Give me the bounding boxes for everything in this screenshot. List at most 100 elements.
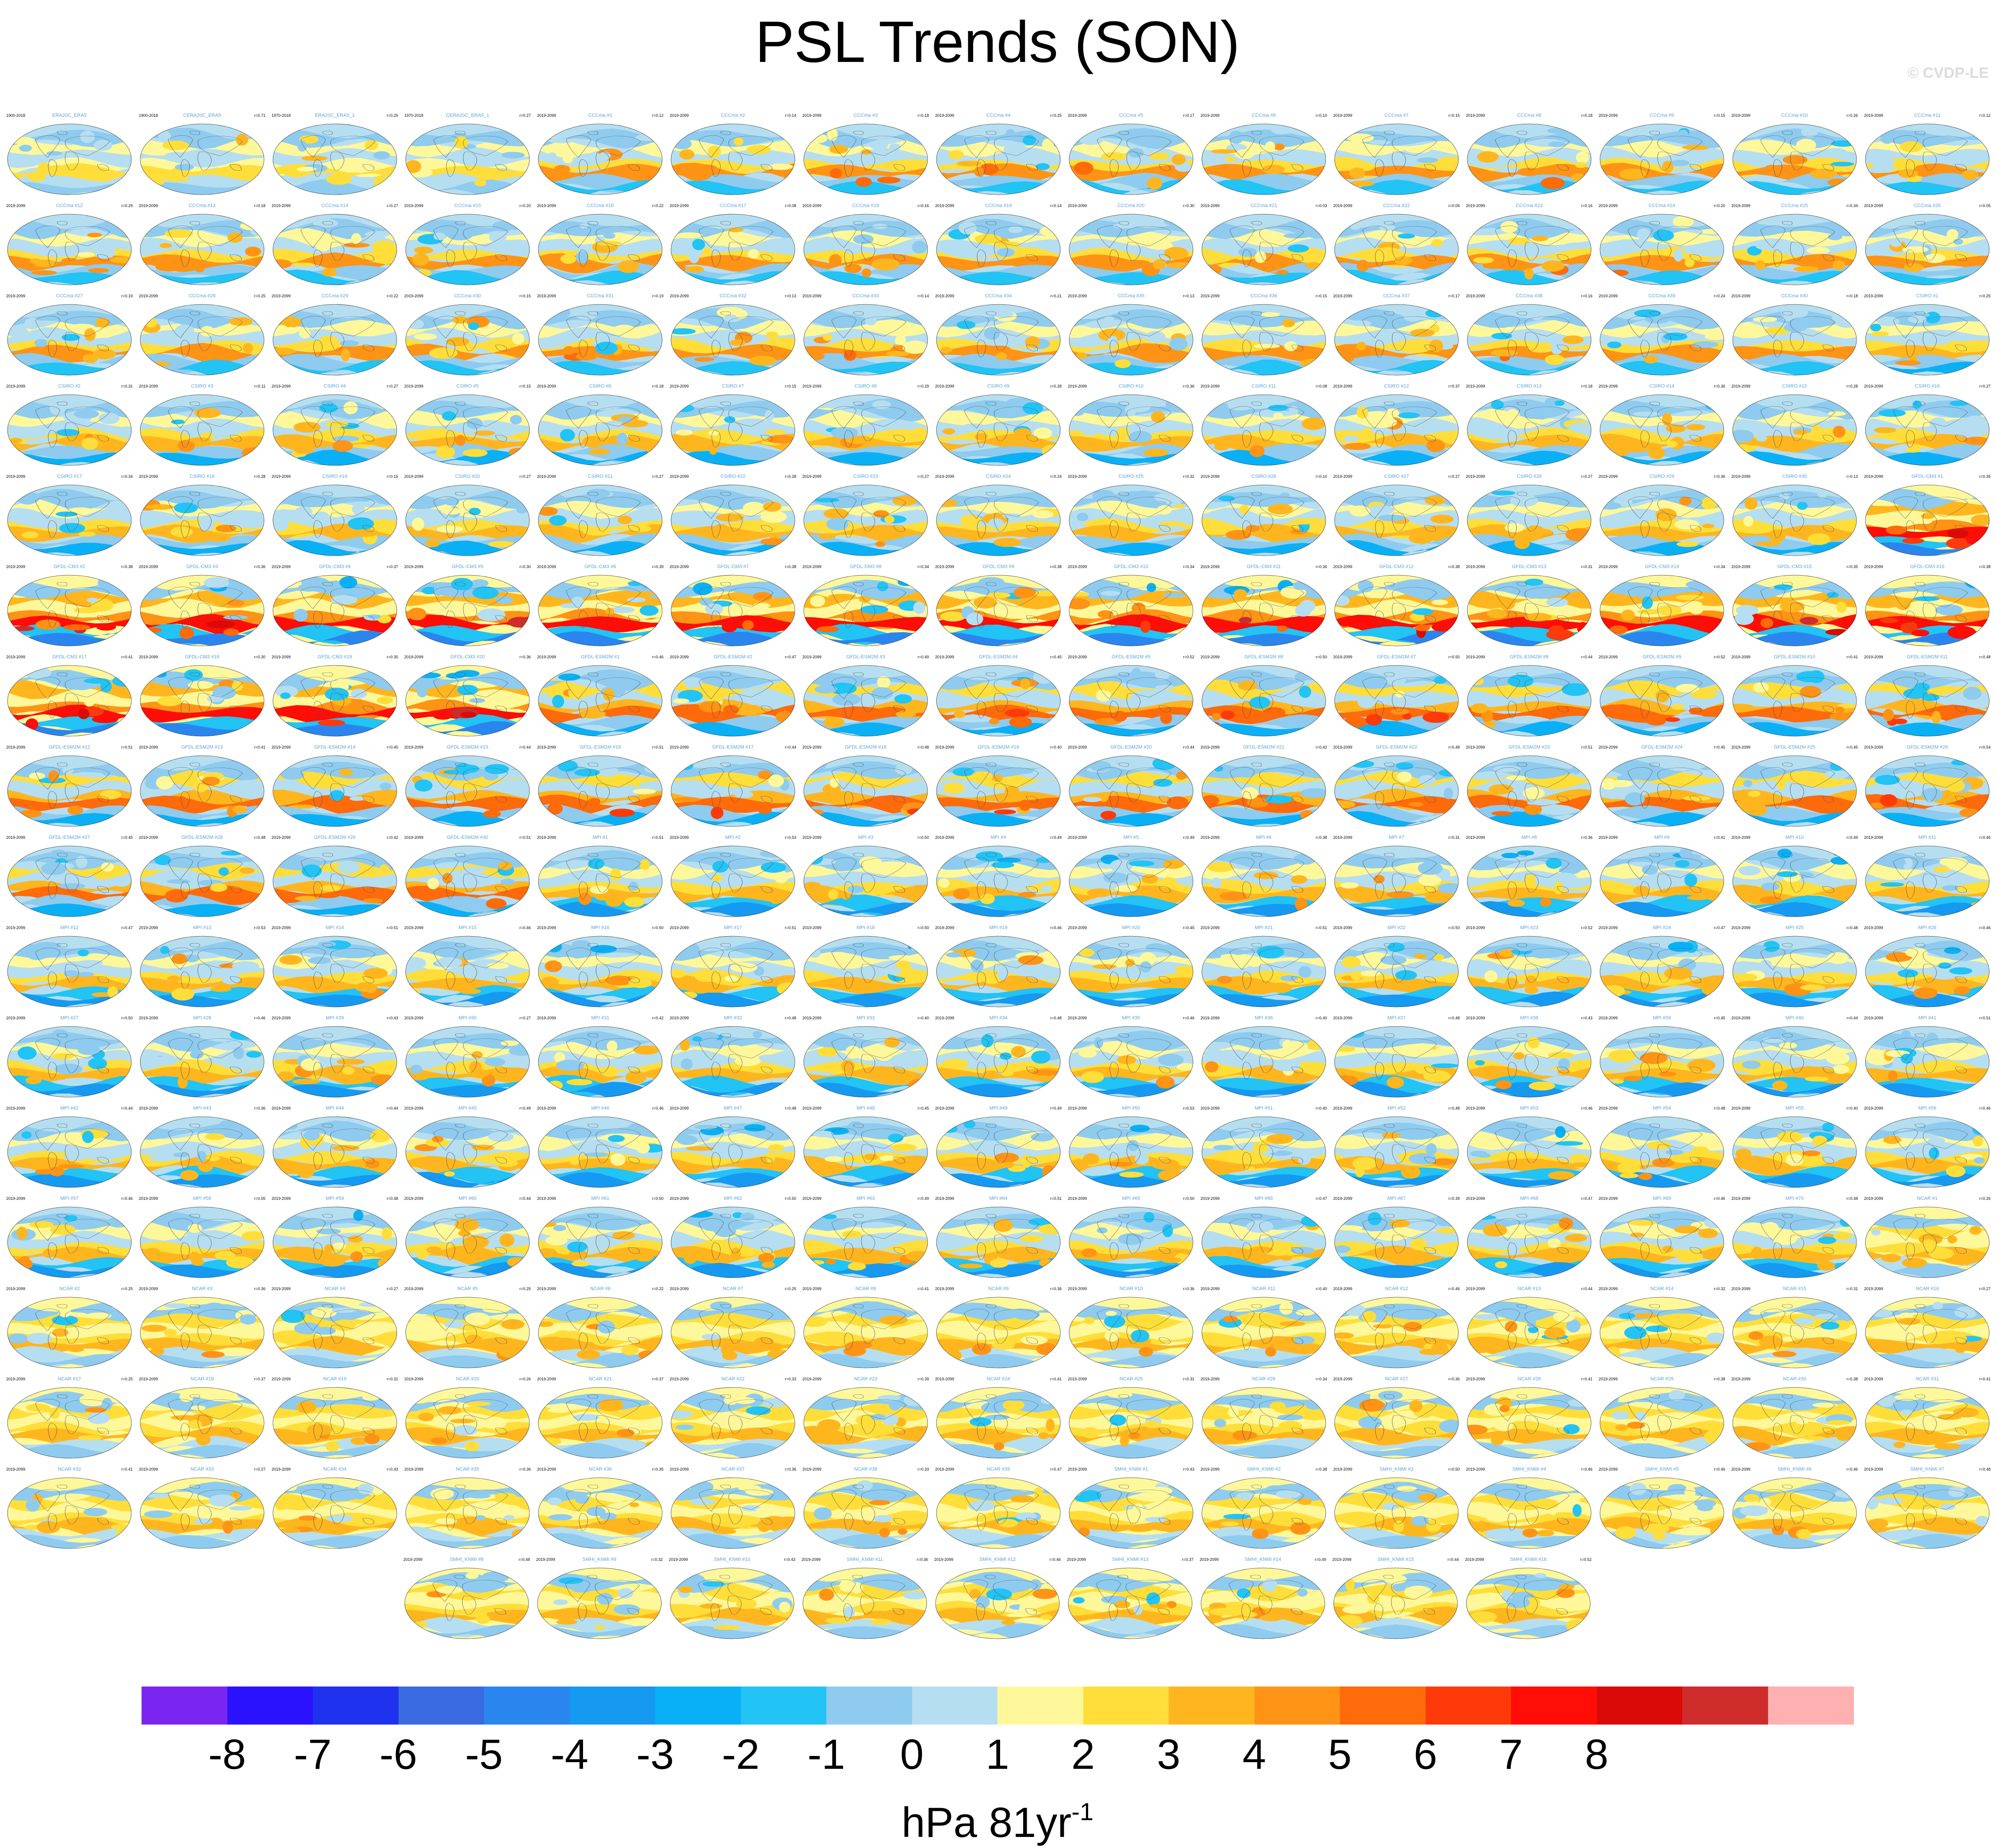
continent-outline xyxy=(197,407,243,427)
trend-blob xyxy=(1349,505,1370,517)
continent-outline xyxy=(994,587,1039,607)
trend-blob xyxy=(318,335,339,347)
panel-title: MPI #44 xyxy=(326,1106,344,1111)
trend-map xyxy=(1069,845,1193,917)
trend-band xyxy=(1600,255,1724,272)
panel-pattern-correlation: r=0.10 xyxy=(1316,113,1327,118)
trend-blob xyxy=(1166,262,1193,269)
trend-map xyxy=(1600,394,1724,466)
trend-blob xyxy=(1273,412,1284,419)
trend-blob xyxy=(1298,966,1312,978)
continent-outline xyxy=(1126,136,1172,156)
trend-blob xyxy=(1343,442,1371,450)
panel-title: CSIRO #30 xyxy=(1782,474,1807,479)
trend-blob xyxy=(1431,622,1453,632)
trend-blob xyxy=(884,515,895,523)
trend-blob xyxy=(804,882,821,890)
continent-outline xyxy=(1649,582,1660,586)
trend-blob xyxy=(429,347,458,359)
trend-band xyxy=(1865,255,1989,272)
trend-map xyxy=(1865,1116,1990,1188)
panel-pattern-correlation: r=0.44 xyxy=(1846,1016,1858,1020)
trend-blob xyxy=(1621,609,1635,621)
panel-pattern-correlation: r=0.48 xyxy=(1448,1106,1460,1110)
map-border xyxy=(936,575,1061,646)
trend-map xyxy=(671,575,795,646)
trend-band xyxy=(406,489,529,510)
panel-title: MPI #34 xyxy=(989,1015,1008,1021)
map-panel: 2019-2099 GFDL-ESM2M #12 r=0.51 xyxy=(5,745,134,829)
trend-blob xyxy=(1083,1153,1100,1165)
continent-outline xyxy=(1126,226,1172,246)
trend-band xyxy=(1335,355,1458,372)
panel-pattern-correlation: r=0.27 xyxy=(1448,474,1460,479)
trend-blob xyxy=(1300,810,1314,820)
trend-map xyxy=(1732,484,1857,556)
map-border xyxy=(272,214,397,285)
panel-pattern-correlation: r=0.48 xyxy=(1979,655,1991,659)
trend-blob xyxy=(184,669,203,681)
map-border xyxy=(7,214,132,285)
trend-blob xyxy=(492,221,514,232)
continent-outline xyxy=(1392,512,1406,532)
trend-map xyxy=(140,755,265,827)
map-panel: 2019-2099 CCCma #24 r=0.20 xyxy=(1598,203,1726,287)
panel-pattern-correlation: r=0.31 xyxy=(1448,835,1460,840)
panel-pattern-correlation: r=0.19 xyxy=(652,294,664,298)
trend-blob xyxy=(1521,957,1542,968)
trend-map xyxy=(140,123,265,195)
trend-blob xyxy=(81,438,98,450)
trend-map xyxy=(1069,1026,1193,1098)
map-border xyxy=(405,394,530,466)
trend-blob xyxy=(1374,247,1401,258)
trend-map xyxy=(1467,123,1592,195)
trend-band xyxy=(8,489,131,511)
continent-outline xyxy=(994,242,1008,261)
trend-map xyxy=(1467,304,1592,376)
trend-blob xyxy=(1260,312,1280,317)
trend-blob xyxy=(1246,525,1260,532)
trend-blob xyxy=(35,619,61,630)
trend-map xyxy=(405,1026,530,1098)
map-panel: 2019-2099 MPI #32 r=0.48 xyxy=(669,1015,797,1099)
trend-band xyxy=(8,345,131,363)
map-panel: 2019-2099 GFDL-CM3 #14 r=0.34 xyxy=(1598,564,1726,648)
trend-blob xyxy=(164,152,189,162)
trend-blob xyxy=(61,334,80,341)
panel-pattern-correlation: r=0.48 xyxy=(785,1016,796,1020)
trend-blob xyxy=(34,259,57,267)
trend-blob xyxy=(318,719,345,726)
panel-title: GFDL-CM3 #7 xyxy=(717,564,749,569)
panel-pattern-correlation: r=0.46 xyxy=(254,1016,265,1020)
trend-blob xyxy=(273,518,289,531)
trend-band xyxy=(1865,219,1989,239)
trend-blob xyxy=(624,897,645,907)
continent-outline xyxy=(65,497,110,517)
map-panel: 2019-2099 CSIRO #23 r=0.27 xyxy=(802,474,930,558)
map-border xyxy=(1600,394,1724,466)
trend-map xyxy=(936,214,1061,285)
trend-blob xyxy=(1422,711,1449,723)
panel-pattern-correlation: r=0.19 xyxy=(121,294,133,298)
trend-blob xyxy=(1272,1059,1301,1072)
panel-period: 2019-2099 xyxy=(802,384,822,388)
trend-blob xyxy=(242,1231,264,1241)
trend-blob xyxy=(87,233,102,238)
trend-blob xyxy=(552,695,564,708)
panel-pattern-correlation: r=0.28 xyxy=(785,474,796,479)
trend-blob xyxy=(1005,129,1015,138)
continent-outline xyxy=(362,164,374,171)
trend-blob xyxy=(1116,694,1132,699)
trend-blob xyxy=(630,525,651,532)
trend-blob xyxy=(892,496,917,506)
continent-outline xyxy=(1375,249,1384,267)
trend-blob xyxy=(1664,967,1692,980)
trend-blob xyxy=(379,864,390,876)
trend-map xyxy=(405,936,530,1007)
trend-map xyxy=(538,123,663,195)
map-border xyxy=(1732,214,1857,285)
trend-blob xyxy=(1780,601,1805,612)
continent-outline xyxy=(1362,587,1388,609)
trend-blob xyxy=(417,672,441,678)
continent-outline xyxy=(893,345,905,351)
